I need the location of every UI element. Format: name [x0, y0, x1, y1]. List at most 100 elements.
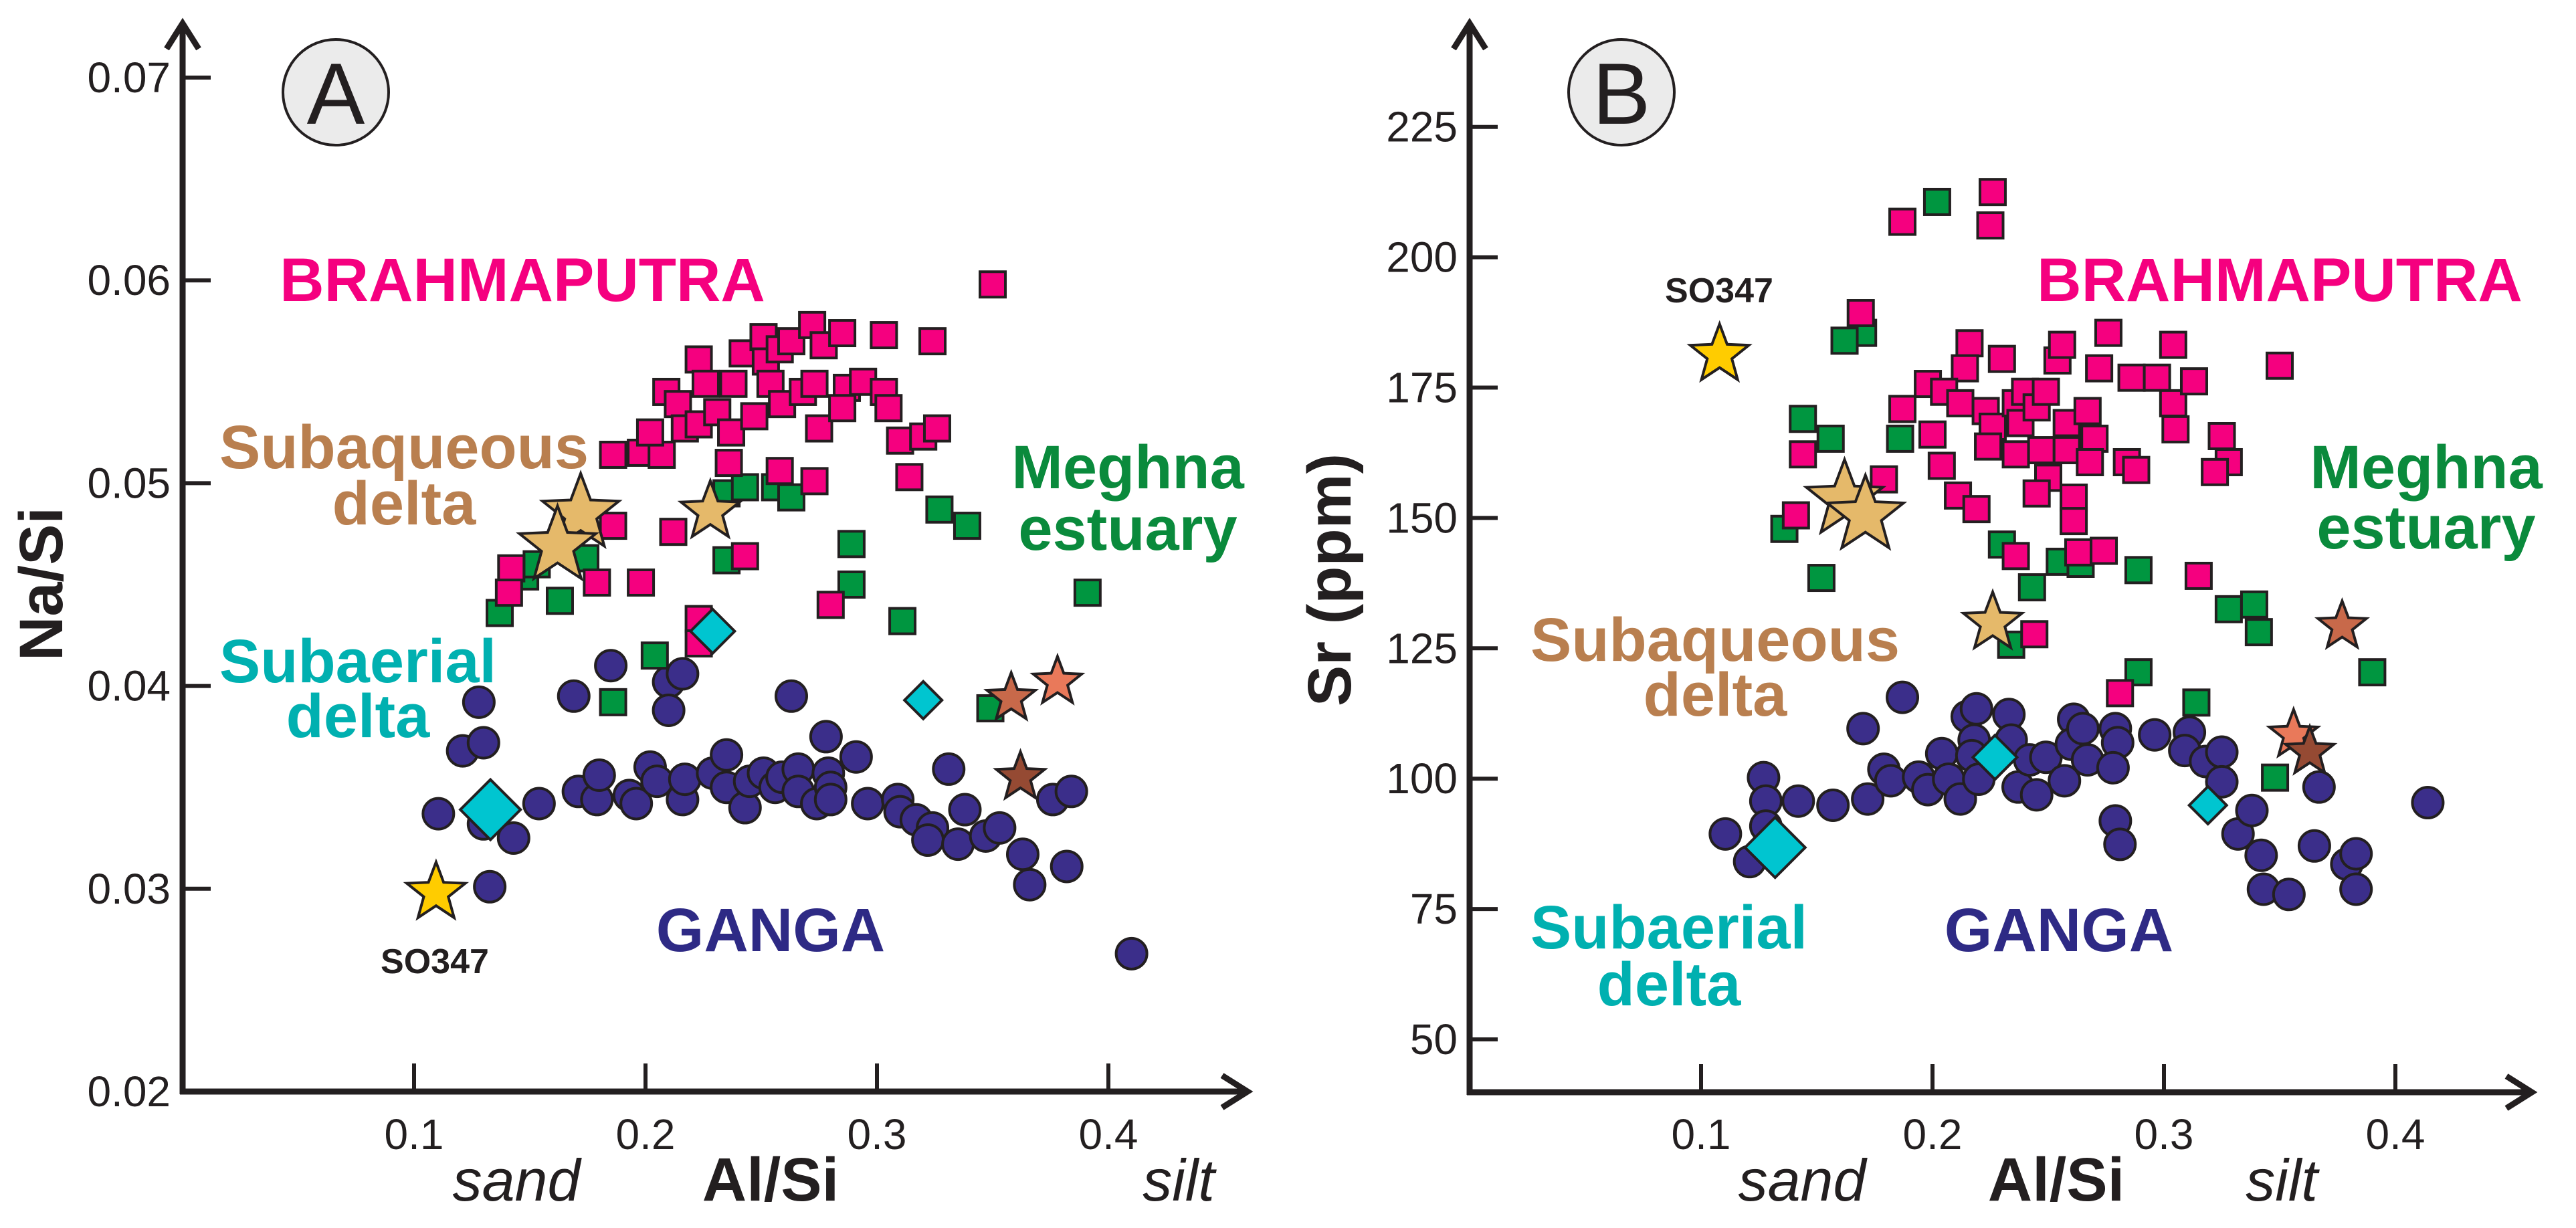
ganga-point: [983, 811, 1017, 845]
panel-a-axes: 0.02 0.03 0.04 0.05 0.06 0.07 0.1 0.2 0.3 0.4: [87, 17, 1254, 1158]
ganga-point: [1886, 680, 1920, 714]
panel-b-label: B: [1593, 45, 1651, 142]
meghna-point: [2358, 658, 2387, 687]
brahmaputra-point: [2080, 424, 2109, 453]
brahmaputra-point: [1955, 329, 1984, 358]
y-tick-label: 0.07: [87, 54, 171, 102]
brahmaputra-point: [800, 369, 829, 398]
brahmaputra-point: [497, 554, 526, 583]
ganga-point: [851, 787, 885, 821]
brahmaputra-point: [2022, 479, 2051, 508]
meghna-point: [1807, 564, 1836, 593]
label-brahmaputra: BRAHMAPUTRA: [280, 246, 765, 314]
meghna-point: [730, 473, 759, 502]
brahmaputra-point: [1962, 495, 1991, 524]
brahmaputra-point: [2159, 330, 2187, 359]
y-tick-label: 225: [1386, 103, 1458, 151]
brahmaputra-point: [714, 449, 743, 478]
ganga-point: [1781, 784, 1815, 818]
y-tick-label: 175: [1386, 364, 1458, 412]
ganga-point: [2244, 838, 2278, 872]
ganga-point: [421, 797, 456, 831]
subaqueous-delta-point: [677, 477, 744, 540]
meghna-point: [1830, 326, 1859, 355]
ganga-point: [473, 869, 507, 904]
meghna-estuary-star-point: [2314, 597, 2371, 650]
ganga-point: [1846, 712, 1880, 746]
ganga-point: [619, 787, 654, 821]
y-tick-label: 200: [1386, 233, 1458, 282]
ganga-point: [2339, 837, 2373, 871]
label-subaerial: Subaerial: [1530, 894, 1807, 962]
ganga-point: [668, 762, 702, 797]
brahmaputra-point: [2090, 536, 2118, 565]
meghna-point: [640, 641, 669, 670]
label-meghna-estuary: estuary: [1018, 495, 1237, 563]
brahmaputra-point: [765, 457, 794, 486]
brahmaputra-point: [599, 440, 627, 469]
y-tick-label: 0.05: [87, 459, 171, 507]
so347-point: [1686, 320, 1753, 383]
ganga-point: [582, 758, 616, 793]
x-axis-title: Al/Si: [702, 1146, 839, 1214]
label-subaqueous: Subaqueous: [219, 413, 589, 482]
brahmaputra-point: [1951, 354, 1979, 383]
label-meghna-estuary: estuary: [2316, 494, 2535, 562]
brahmaputra-point: [870, 321, 898, 350]
brahmaputra-point: [691, 369, 720, 398]
label-ganga: GANGA: [1945, 896, 2173, 964]
meghna-point: [2182, 688, 2211, 717]
meghna-estuary-star-point: [2282, 722, 2338, 776]
meghna-point: [2244, 618, 2273, 647]
y-tick-label: 0.02: [87, 1067, 171, 1116]
brahmaputra-point: [2064, 538, 2092, 567]
ganga-point: [1013, 867, 1047, 902]
meghna-point: [1886, 424, 1914, 453]
panel-a-marks: [403, 270, 1149, 970]
brahmaputra-point: [1918, 420, 1947, 449]
ganga-point: [813, 783, 848, 817]
brahmaputra-point: [1789, 440, 1817, 469]
x-axis-silt-label: silt: [1143, 1147, 1217, 1213]
brahmaputra-point: [494, 579, 523, 607]
label-meghna: Meghna: [1011, 433, 1244, 502]
brahmaputra-point: [2184, 561, 2213, 590]
brahmaputra-point: [1888, 395, 1917, 423]
label-subaqueous-delta: delta: [332, 470, 477, 538]
brahmaputra-point: [635, 418, 664, 447]
y-tick-label: 75: [1410, 885, 1458, 933]
y-tick-label: 0.03: [87, 865, 171, 913]
brahmaputra-point: [2052, 436, 2081, 465]
ganga-point: [1816, 788, 1850, 822]
panel-a-label: A: [307, 45, 365, 142]
ganga-point: [1050, 849, 1084, 884]
brahmaputra-point: [627, 568, 656, 597]
brahmaputra-point: [1987, 344, 2016, 373]
label-brahmaputra: BRAHMAPUTRA: [2037, 246, 2522, 314]
brahmaputra-point: [1888, 207, 1917, 236]
brahmaputra-point: [828, 319, 857, 348]
meghna-point: [1789, 405, 1817, 433]
ganga-point: [2272, 878, 2306, 912]
x-tick-label: 0.2: [1903, 1110, 1963, 1158]
x-axis-sand-label: sand: [1739, 1147, 1868, 1213]
y-tick-label: 125: [1386, 624, 1458, 672]
ganga-point: [710, 738, 744, 772]
ganga-point: [594, 649, 628, 683]
ganga-point: [496, 821, 530, 855]
ganga-point: [2205, 735, 2239, 769]
meghna-point: [1922, 187, 1951, 216]
x-tick-label: 0.1: [385, 1110, 444, 1158]
brahmaputra-point: [828, 394, 857, 423]
brahmaputra-point: [2201, 457, 2230, 486]
panel-a: A 0.02 0.03 0.04 0.05 0.06 0.07 0.1 0.2 0.3 0.4 B…: [7, 17, 1254, 1214]
brahmaputra-point: [979, 270, 1007, 299]
brahmaputra-point: [583, 568, 611, 597]
brahmaputra-point: [918, 327, 947, 356]
ganga-point: [2235, 793, 2269, 827]
ganga-point: [774, 679, 808, 713]
subaqueous-delta-point: [516, 502, 600, 582]
ganga-point: [2019, 778, 2054, 812]
subaerial-delta-point: [1971, 733, 2019, 782]
